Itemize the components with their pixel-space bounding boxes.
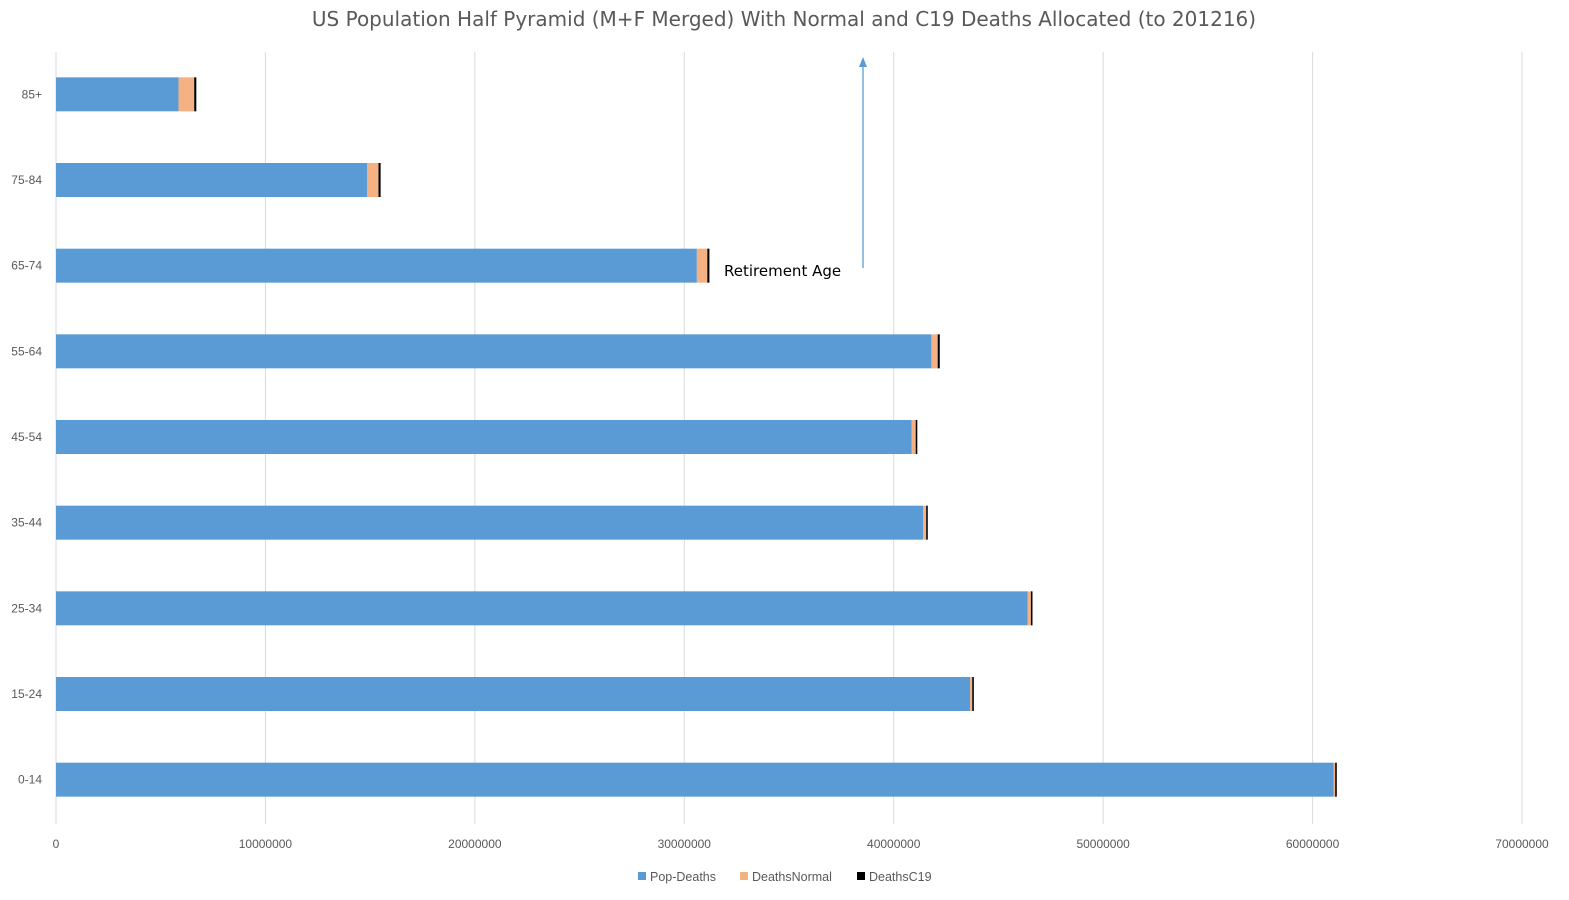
bar-deathsc19-55-64: [937, 334, 940, 369]
bar-deathsc19-75-84: [378, 163, 381, 197]
category-label: 75-84: [11, 173, 42, 187]
legend-label-pop-deaths: Pop-Deaths: [650, 870, 716, 884]
legend-label-deathsnormal: DeathsNormal: [752, 870, 832, 884]
bar-deathsc19-85+: [194, 77, 197, 112]
category-labels: 0-14 15-24 25-34 35-44 45-54 55-64 65-74 75-84 8…: [11, 87, 42, 786]
bar-deathsc19-15-24: [972, 677, 974, 711]
bar-pop-deaths-15-24: [56, 677, 971, 711]
bar-pop-deaths-25-34: [56, 591, 1028, 626]
category-label: 25-34: [11, 601, 42, 615]
bar-pop-deaths-75-84: [56, 163, 368, 197]
legend-swatch-deathsc19: [857, 872, 865, 880]
chart-title: US Population Half Pyramid (M+F Merged) …: [312, 7, 1256, 31]
category-label: 55-64: [11, 344, 42, 358]
annotation-label: Retirement Age: [724, 262, 841, 280]
x-tick-label: 60000000: [1286, 837, 1340, 851]
bar-deathsc19-45-54: [915, 420, 918, 454]
bar-deathsnormal-65-74: [696, 248, 708, 283]
bar-deathsnormal-75-84: [367, 163, 379, 197]
category-label: 0-14: [18, 773, 42, 787]
x-tick-label: 20000000: [448, 837, 502, 851]
legend-swatch-pop-deaths: [638, 872, 646, 880]
category-label: 35-44: [11, 516, 42, 530]
annotation-arrow-head: [859, 57, 867, 67]
bar-deathsnormal-35-44: [923, 505, 927, 540]
x-tick-label: 40000000: [867, 837, 921, 851]
bar-pop-deaths-55-64: [56, 334, 932, 369]
x-tick-label: 30000000: [658, 837, 712, 851]
category-label: 45-54: [11, 430, 42, 444]
bars-layer: [56, 77, 1337, 797]
retirement-age-annotation: Retirement Age: [724, 57, 867, 280]
bar-pop-deaths-65-74: [56, 248, 697, 283]
bar-deathsc19-65-74: [707, 248, 710, 283]
bar-deathsnormal-25-34: [1027, 591, 1031, 626]
bar-pop-deaths-35-44: [56, 505, 924, 540]
bar-deathsc19-35-44: [926, 505, 928, 540]
bar-deathsc19-25-34: [1030, 591, 1033, 626]
bar-deathsnormal-15-24: [970, 677, 973, 711]
bar-deathsnormal-45-54: [911, 420, 916, 454]
x-axis-tick-labels: 0 10000000 20000000 30000000 40000000 5000000…: [53, 837, 1549, 851]
category-label: 65-74: [11, 259, 42, 273]
bar-pop-deaths-85+: [56, 77, 179, 112]
category-label: 85+: [22, 87, 42, 101]
category-label: 15-24: [11, 687, 42, 701]
bar-pop-deaths-45-54: [56, 420, 912, 454]
bar-deathsc19-0-14: [1335, 762, 1337, 797]
bar-pop-deaths-0-14: [56, 762, 1334, 797]
bar-deathsnormal-85+: [178, 77, 195, 112]
legend: Pop-Deaths DeathsNormal DeathsC19: [638, 870, 932, 884]
x-tick-label: 50000000: [1076, 837, 1130, 851]
x-tick-label: 70000000: [1495, 837, 1549, 851]
legend-swatch-deathsnormal: [740, 872, 748, 880]
legend-label-deathsc19: DeathsC19: [869, 870, 932, 884]
x-tick-label: 10000000: [239, 837, 293, 851]
x-tick-label: 0: [53, 837, 60, 851]
bar-deathsnormal-55-64: [931, 334, 938, 369]
bar-deathsnormal-0-14: [1333, 762, 1336, 797]
